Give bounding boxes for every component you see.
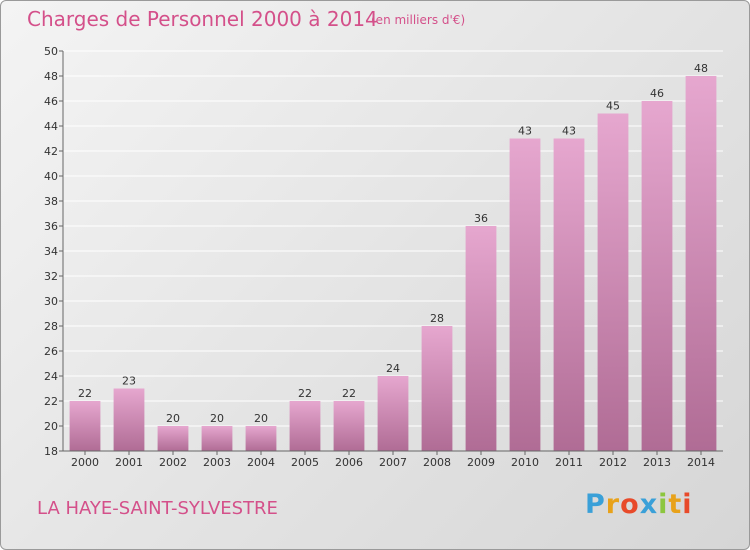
y-tick-label: 42 [44, 145, 58, 158]
logo-letter: P [585, 489, 606, 520]
data-label-2008: 28 [430, 312, 444, 325]
logo-letter: i [682, 489, 693, 520]
y-tick-label: 20 [44, 420, 58, 433]
x-tick-label-2003: 2003 [203, 456, 231, 469]
logo-letter: t [668, 489, 683, 520]
bar-2006[interactable] [333, 401, 365, 451]
bar-2004[interactable] [245, 426, 277, 451]
data-label-2004: 20 [254, 412, 268, 425]
data-label-2006: 22 [342, 387, 356, 400]
bar-2001[interactable] [113, 388, 145, 452]
bar-2011[interactable] [553, 138, 585, 452]
commune-name: LA HAYE-SAINT-SYLVESTRE [37, 498, 278, 519]
y-tick-label: 26 [44, 345, 58, 358]
y-tick-label: 46 [44, 95, 58, 108]
bar-2000[interactable] [69, 401, 101, 451]
data-label-2002: 20 [166, 412, 180, 425]
x-tick-label-2011: 2011 [555, 456, 583, 469]
bar-2009[interactable] [465, 226, 497, 451]
axis-layer: 18 20 22 24 26 28 30 32 34 36 38 40 42 44 46 48 50 2000 20… [44, 45, 723, 469]
data-label-2012: 45 [606, 100, 620, 113]
proxiti-logo[interactable]: Proxiti [585, 489, 693, 520]
x-tick-label-2008: 2008 [423, 456, 451, 469]
chart-unit: (en milliers d'€) [371, 13, 466, 27]
bar-2002[interactable] [157, 426, 189, 451]
x-tick-label-2001: 2001 [115, 456, 143, 469]
logo-letter: o [620, 489, 640, 520]
y-tick-label: 30 [44, 295, 58, 308]
bars-layer [69, 76, 717, 452]
data-label-2000: 22 [78, 387, 92, 400]
x-tick-label-2006: 2006 [335, 456, 363, 469]
data-label-2009: 36 [474, 212, 488, 225]
y-tick-label: 34 [44, 245, 58, 258]
y-tick-label: 32 [44, 270, 58, 283]
y-tick-label: 44 [44, 120, 58, 133]
x-tick-label-2010: 2010 [511, 456, 539, 469]
bar-2012[interactable] [597, 113, 629, 452]
x-tick-label-2009: 2009 [467, 456, 495, 469]
x-tick-label-2000: 2000 [71, 456, 99, 469]
y-tick-label: 40 [44, 170, 58, 183]
y-tick-label: 24 [44, 370, 58, 383]
y-tick-label: 50 [44, 45, 58, 58]
x-tick-label-2004: 2004 [247, 456, 275, 469]
data-label-2010: 43 [518, 125, 532, 138]
bar-2013[interactable] [641, 101, 673, 451]
y-tick-label: 28 [44, 320, 58, 333]
bar-2014[interactable] [685, 76, 717, 451]
data-label-2013: 46 [650, 87, 664, 100]
y-tick-label: 38 [44, 195, 58, 208]
x-tick-label-2002: 2002 [159, 456, 187, 469]
labels-layer: 22 23 20 20 20 22 22 24 28 36 43 43 45 46 48 [78, 62, 708, 425]
data-label-2001: 23 [122, 375, 136, 388]
x-tick-label-2005: 2005 [291, 456, 319, 469]
y-tick-label: 18 [44, 445, 58, 458]
y-tick-label: 22 [44, 395, 58, 408]
y-tick-label: 48 [44, 70, 58, 83]
data-label-2005: 22 [298, 387, 312, 400]
data-label-2007: 24 [386, 362, 400, 375]
logo-letter: i [658, 489, 669, 520]
bar-2007[interactable] [377, 376, 409, 451]
logo-letter: x [639, 489, 659, 520]
bar-2005[interactable] [289, 401, 321, 451]
x-tick-label-2013: 2013 [643, 456, 671, 469]
bar-2008[interactable] [421, 326, 453, 451]
x-tick-label-2007: 2007 [379, 456, 407, 469]
x-tick-label-2012: 2012 [599, 456, 627, 469]
data-label-2003: 20 [210, 412, 224, 425]
bar-2003[interactable] [201, 426, 233, 451]
chart-title: Charges de Personnel 2000 à 2014 [27, 7, 378, 31]
logo-letter: r [605, 489, 621, 520]
data-label-2014: 48 [694, 62, 708, 75]
bar-2010[interactable] [509, 138, 541, 452]
y-tick-label: 36 [44, 220, 58, 233]
data-label-2011: 43 [562, 125, 576, 138]
x-tick-label-2014: 2014 [687, 456, 715, 469]
